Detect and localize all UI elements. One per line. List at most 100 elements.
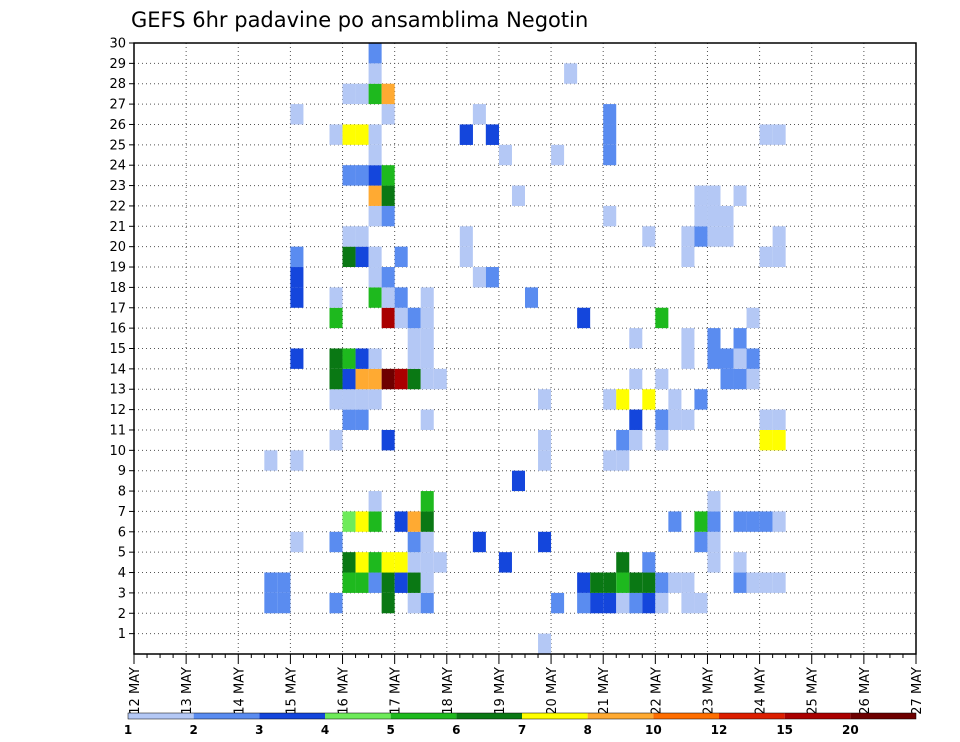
precip-cell: [681, 409, 695, 430]
colorbar-label: 20: [842, 723, 859, 737]
colorbar-label: 10: [645, 723, 662, 737]
precip-cell: [772, 409, 786, 430]
precip-cell: [342, 511, 356, 532]
colorbar-label: 2: [189, 723, 197, 737]
y-tick-label: 25: [109, 138, 126, 153]
precip-cell: [342, 572, 356, 593]
y-tick-label: 13: [109, 383, 126, 398]
precip-cell: [655, 592, 669, 614]
precip-cell: [707, 185, 721, 206]
precip-cell: [577, 592, 591, 614]
precip-cell: [511, 185, 525, 206]
precip-cell: [707, 328, 721, 349]
y-tick-label: 17: [109, 301, 126, 316]
y-tick-label: 16: [109, 322, 126, 337]
colorbar-label: 8: [583, 723, 591, 737]
precip-cell: [342, 83, 356, 105]
y-tick-label: 14: [109, 362, 126, 377]
x-tick-label: 19 MAY: [493, 667, 508, 715]
x-tick-label: 27 MAY: [910, 667, 925, 715]
precip-cell: [603, 205, 617, 227]
precip-cell: [485, 124, 499, 145]
grid-lines: [134, 43, 916, 654]
precip-cell: [707, 491, 721, 512]
precip-cell: [642, 226, 656, 247]
precip-cell: [733, 185, 747, 206]
x-tick-label: 25 MAY: [806, 667, 821, 715]
precip-cell: [329, 389, 343, 410]
precip-cell: [459, 226, 473, 247]
precip-cell: [329, 307, 343, 329]
precip-cell: [642, 389, 656, 410]
precip-cell: [694, 226, 708, 247]
precip-cell: [355, 409, 369, 430]
precip-cell: [459, 124, 473, 145]
precip-cell: [772, 124, 786, 145]
precip-cell: [381, 185, 395, 206]
x-tick-label: 24 MAY: [754, 667, 769, 715]
cells-layer: [264, 43, 786, 654]
precip-cell: [759, 429, 773, 451]
precip-cell: [681, 592, 695, 614]
precip-cell: [407, 511, 421, 532]
precip-cell: [355, 226, 369, 247]
precip-cell: [694, 511, 708, 532]
colorbar-label: 1: [124, 723, 132, 737]
precip-cell: [355, 368, 369, 390]
precip-cell: [342, 246, 356, 268]
precip-cell: [616, 450, 630, 471]
precip-cell: [668, 511, 682, 532]
precip-cell: [759, 246, 773, 268]
precip-cell: [420, 552, 434, 573]
precip-cell: [290, 348, 304, 369]
precip-cell: [551, 144, 565, 166]
precip-cell: [368, 185, 382, 206]
colorbar-label: 6: [452, 723, 460, 737]
precip-cell: [564, 63, 578, 84]
precip-cell: [629, 592, 643, 614]
precip-cell: [603, 124, 617, 145]
precip-cell: [733, 328, 747, 349]
precip-cell: [498, 144, 512, 166]
precip-cell: [420, 592, 434, 614]
colorbar-segment: [325, 713, 391, 719]
precip-cell: [472, 531, 486, 553]
colorbar-legend: 1 2 3 4 5 6 7 8 10 12 15 20: [124, 712, 917, 737]
y-axis: 1234567891011121314151617181920212223242…: [109, 37, 134, 642]
precip-cell: [668, 389, 682, 410]
y-tick-label: 7: [118, 505, 126, 520]
precip-cell: [381, 307, 395, 329]
precip-cell: [772, 429, 786, 451]
precip-cell: [681, 348, 695, 369]
precip-cell: [668, 409, 682, 430]
precip-cell: [290, 246, 304, 268]
x-tick-label: 20 MAY: [545, 667, 560, 715]
precip-cell: [681, 226, 695, 247]
precip-cell: [681, 572, 695, 593]
precip-cell: [772, 246, 786, 268]
precip-cell: [355, 124, 369, 145]
precip-cell: [381, 368, 395, 390]
precip-cell: [329, 348, 343, 369]
precip-cell: [603, 104, 617, 125]
colorbar-label: 7: [518, 723, 526, 737]
x-tick-label: 15 MAY: [284, 667, 299, 715]
precip-cell: [707, 205, 721, 227]
precip-cell: [577, 572, 591, 593]
precip-cell: [707, 531, 721, 553]
precip-cell: [342, 348, 356, 369]
colorbar-segment: [784, 713, 851, 719]
precip-cell: [707, 226, 721, 247]
precip-cell: [538, 389, 552, 410]
precip-cell: [381, 267, 395, 288]
precip-cell: [420, 368, 434, 390]
precip-cell: [642, 592, 656, 614]
precip-cell: [368, 205, 382, 227]
precip-cell: [264, 572, 278, 593]
precip-cell: [407, 531, 421, 553]
precip-cell: [459, 246, 473, 268]
colorbar-label: 15: [776, 723, 793, 737]
precip-cell: [472, 104, 486, 125]
precip-cell: [420, 491, 434, 512]
